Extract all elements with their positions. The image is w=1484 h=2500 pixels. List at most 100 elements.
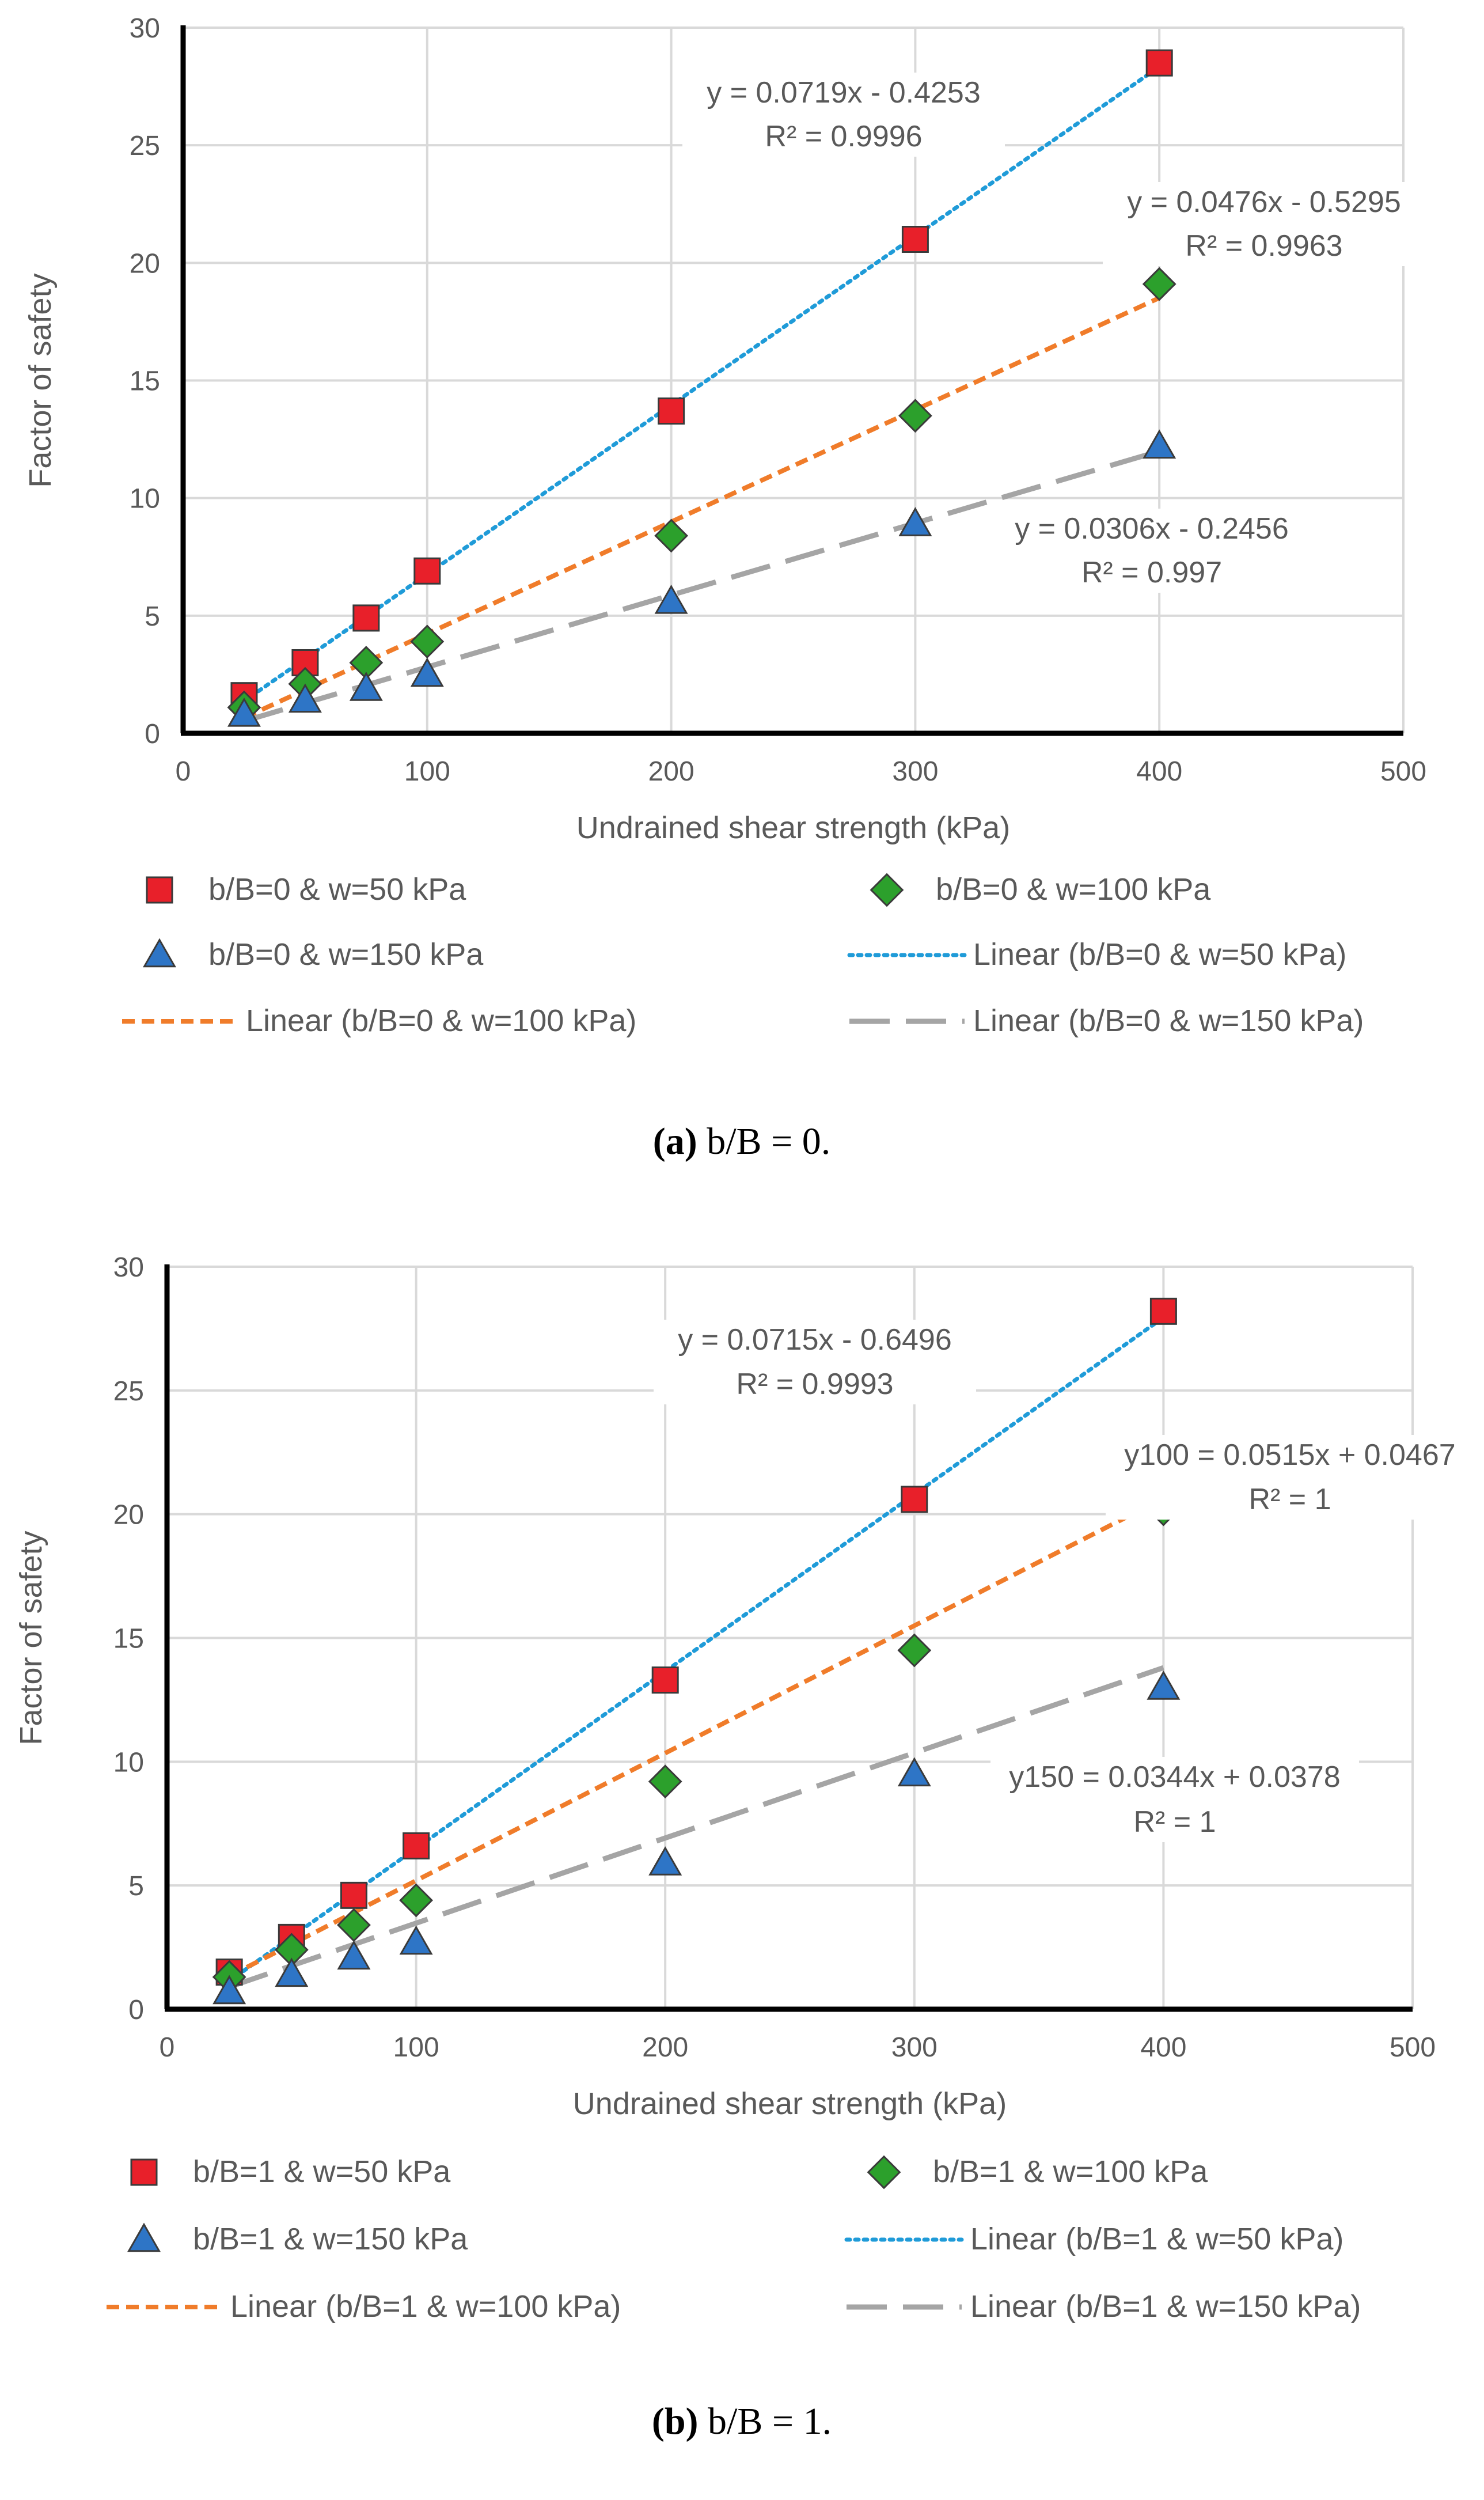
equation-label-box [1103,182,1425,266]
chart-b: 0 100 200 300 400 500 0 5 10 15 20 25 30 Undrained sh… [14,1252,1474,2442]
figure-caption: (b) b/B = 1. [652,2400,832,2442]
legend-label: Linear (b/B=1 & w=100 kPa) [230,2289,621,2324]
legend-square-marker [130,2158,158,2186]
y-tick-label: 0 [128,1995,144,2025]
diamond-marker-point [337,1908,371,1942]
trendline-1 [242,65,1162,703]
legend-entry: Linear (b/B=1 & w=100 kPa) [107,2289,621,2324]
legend-entry: Linear (b/B=1 & w=150 kPa) [847,2289,1361,2324]
triangle-marker-point [349,671,383,701]
figure-panel-a: 0 100 200 300 400 500 0 5 10 15 20 25 30 Undrained sh… [23,13,1426,1162]
equation-label-box [990,1757,1359,1842]
legend-entry: b/B=1 & w=50 kPa [130,2154,451,2189]
y-tick-label: 10 [130,484,160,514]
x-tick-label: 0 [160,2032,175,2063]
x-tick-label: 400 [1136,756,1182,787]
y-tick-label: 20 [130,248,160,279]
x-axis-title: Undrained shear strength (kPa) [576,810,1010,845]
trendline-r-squared: R² = 0.9993 [736,1368,893,1401]
legend-label: Linear (b/B=1 & w=150 kPa) [970,2289,1361,2324]
triangle-marker-point [898,507,932,536]
trendline-equation: y = 0.0715x - 0.6496 [678,1323,952,1357]
legend-label: b/B=0 & w=100 kPa [936,872,1211,907]
triangle-marker-point [399,1925,433,1955]
legend-label: Linear (b/B=1 & w=50 kPa) [970,2222,1343,2256]
x-tick-label: 200 [642,2032,688,2063]
caption-letter: (a) [653,1120,697,1162]
legend-label: b/B=1 & w=150 kPa [193,2222,468,2256]
square-marker-point [352,604,380,632]
legend-entry: b/B=0 & w=100 kPa [870,872,1211,907]
triangle-marker-point [288,683,322,713]
triangle-marker-point [897,1757,931,1787]
trendline-r-squared: R² = 1 [1248,1483,1331,1516]
trendline-r-squared: R² = 1 [1133,1805,1216,1839]
legend-entry: b/B=1 & w=150 kPa [127,2222,468,2256]
equation-label-box [682,73,1005,157]
legend-entry: Linear (b/B=0 & w=100 kPa) [122,1003,636,1038]
legend-label: b/B=0 & w=150 kPa [208,937,484,972]
triangle-marker-point [227,697,261,727]
diamond-marker-point [648,1764,682,1799]
legend-label: Linear (b/B=0 & w=50 kPa) [973,937,1346,972]
caption-letter: (b) [652,2400,699,2442]
square-marker-point [340,1881,367,1909]
triangle-marker-point [1147,1671,1181,1700]
trendline-2 [228,1496,1165,1979]
legend-label: Linear (b/B=0 & w=150 kPa) [973,1003,1364,1038]
square-marker-point [1145,49,1173,77]
triangle-marker-point [648,1846,682,1876]
trendline-1 [227,1315,1166,1983]
y-tick-label: 20 [113,1500,144,1531]
square-marker-point [651,1666,679,1694]
x-tick-label: 500 [1380,756,1426,787]
legend-entry: b/B=1 & w=100 kPa [867,2154,1208,2190]
x-tick-label: 300 [891,2032,938,2063]
legend-label: Linear (b/B=0 & w=100 kPa) [246,1003,636,1038]
square-marker-point [901,1486,928,1513]
x-axis-title: Undrained shear strength (kPa) [573,2086,1007,2121]
trendline-r-squared: R² = 0.9996 [765,120,922,153]
triangle-marker-point [212,1975,246,2005]
legend-entry: Linear (b/B=0 & w=150 kPa) [849,1003,1364,1038]
diamond-marker-point [897,1633,932,1668]
legend-diamond-marker [870,873,904,907]
trendline-3 [243,448,1160,724]
trendline-equation: y150 = 0.0344x + 0.0378 [1009,1760,1340,1794]
legend-square-marker [146,876,173,904]
x-tick-label: 500 [1390,2032,1436,2063]
triangle-marker-point [337,1940,371,1970]
equation-label-box [990,509,1313,593]
legend-entry: Linear (b/B=0 & w=50 kPa) [847,937,1346,972]
y-axis-title: Factor of safety [23,273,58,487]
square-marker-point [658,397,685,425]
figure-caption: (a) b/B = 0. [653,1120,831,1162]
trendline-r-squared: R² = 0.997 [1081,556,1222,589]
square-marker-point [403,1832,430,1859]
x-tick-label: 200 [648,756,694,787]
legend-label: b/B=1 & w=50 kPa [193,2154,451,2189]
y-tick-label: 10 [113,1747,144,1778]
y-tick-label: 30 [130,13,160,44]
diamond-marker-point [898,399,932,433]
trendline-r-squared: R² = 0.9963 [1185,229,1342,263]
y-axis-title: Factor of safety [14,1531,48,1745]
legend-triangle-marker [127,2222,161,2252]
legend-entry: b/B=0 & w=150 kPa [143,937,484,972]
x-tick-label: 0 [176,756,191,787]
trendline-2 [243,296,1160,720]
legend-diamond-marker [867,2155,901,2190]
trendline-equation: y = 0.0719x - 0.4253 [707,76,981,109]
y-tick-label: 15 [130,366,160,397]
triangle-marker-point [275,1957,309,1987]
diamond-marker-point [654,518,689,553]
trendline-equation: y = 0.0306x - 0.2456 [1015,512,1289,546]
diamond-marker-point [399,1883,434,1918]
equation-label-box [654,1320,976,1404]
legend-entry: b/B=0 & w=50 kPa [146,872,466,907]
square-marker-point [413,557,441,585]
equation-label-box [1106,1435,1474,1520]
x-tick-label: 400 [1140,2032,1186,2063]
triangle-marker-point [410,657,444,687]
figure-panel-b: 0 100 200 300 400 500 0 5 10 15 20 25 30 Undrained sh… [0,1250,1484,2497]
